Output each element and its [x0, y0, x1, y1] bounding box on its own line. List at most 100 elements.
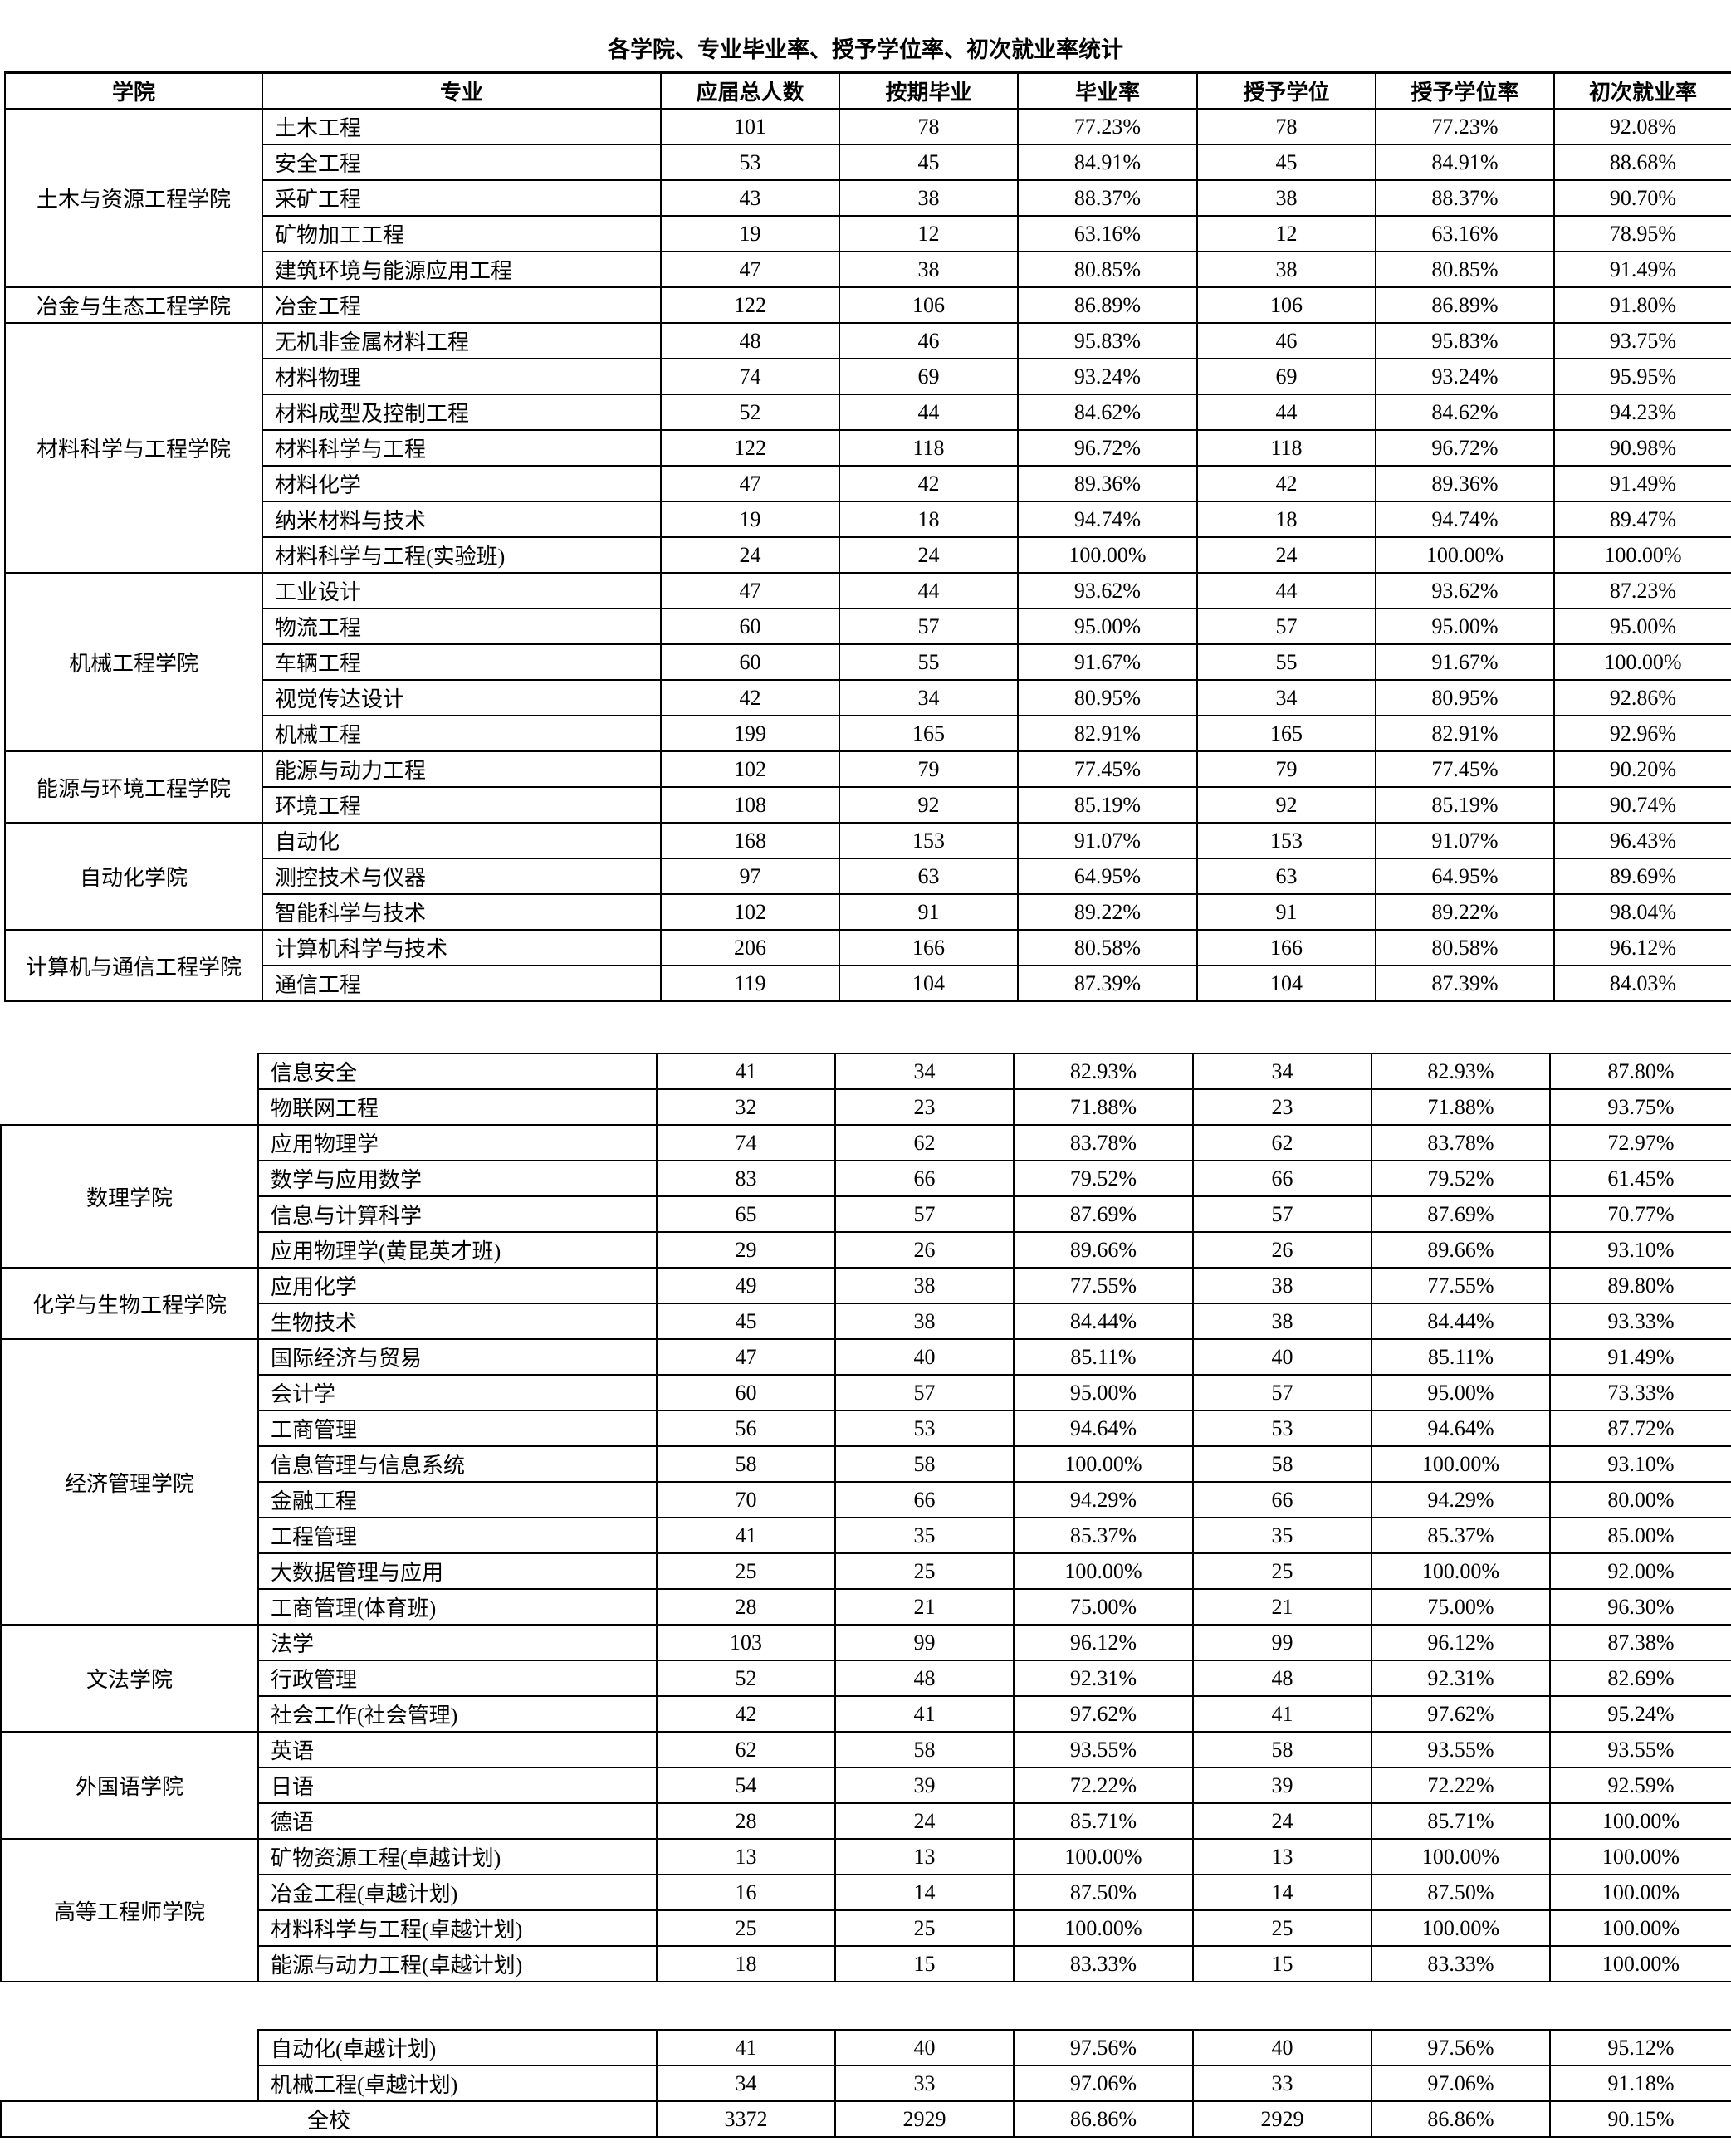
employment-rate-cell: 95.12%: [1549, 2029, 1731, 2066]
total-count-cell: 74: [660, 358, 840, 395]
grad-rate-cell: 100.00%: [1013, 1445, 1194, 1483]
major-cell: 工业设计: [262, 572, 662, 609]
degree-cell: 104: [1196, 965, 1376, 1002]
total-degree: 2929: [1192, 2100, 1372, 2138]
degree-rate-cell: 88.37%: [1375, 179, 1555, 217]
table-row: 车辆工程 60 55 91.67% 55 91.67% 100.00%: [5, 643, 1731, 681]
grad-rate-cell: 87.39%: [1017, 965, 1198, 1002]
college-cell: 土木与资源工程学院: [4, 108, 263, 288]
total-count-cell: 29: [656, 1231, 836, 1269]
grad-rate-cell: 95.00%: [1017, 608, 1198, 645]
degree-rate-cell: 100.00%: [1371, 1552, 1551, 1590]
degree-cell: 40: [1192, 1338, 1372, 1376]
total-count-cell: 108: [660, 786, 840, 824]
employment-rate-cell: 100.00%: [1549, 1874, 1731, 1911]
grad-rate-cell: 85.19%: [1017, 786, 1198, 824]
table-row: 材料物理 74 69 93.24% 69 93.24% 95.95%: [5, 358, 1731, 395]
major-cell: 大数据管理与应用: [257, 1552, 658, 1590]
employment-rate-cell: 88.68%: [1553, 144, 1731, 181]
degree-rate-cell: 95.00%: [1371, 1374, 1551, 1411]
degree-cell: 99: [1192, 1624, 1372, 1661]
degree-cell: 44: [1196, 572, 1376, 609]
total-count-cell: 41: [656, 1517, 836, 1554]
employment-rate-cell: 91.80%: [1553, 286, 1731, 324]
table-row: 材料科学与工程(卓越计划) 25 25 100.00% 25 100.00% 100.00%: [1, 1909, 1731, 1947]
degree-rate-cell: 95.00%: [1375, 608, 1555, 645]
grad-rate-cell: 85.37%: [1013, 1517, 1194, 1554]
total-count-cell: 32: [656, 1088, 836, 1126]
grad-rate-cell: 84.62%: [1017, 394, 1198, 431]
grad-rate-cell: 89.36%: [1017, 465, 1198, 502]
major-cell: 材料成型及控制工程: [262, 394, 662, 431]
graduated-cell: 166: [839, 929, 1019, 966]
degree-cell: 62: [1192, 1124, 1372, 1161]
major-cell: 自动化: [262, 822, 662, 859]
graduated-cell: 53: [834, 1410, 1015, 1447]
degree-rate-cell: 85.37%: [1371, 1517, 1551, 1554]
total-count-cell: 28: [656, 1588, 836, 1626]
employment-rate-cell: 100.00%: [1549, 1802, 1731, 1840]
grad-rate-cell: 89.22%: [1017, 893, 1198, 931]
table-row: 计算机与通信工程学院 计算机科学与技术 206 166 80.58% 166 80.58% 9…: [4, 929, 1731, 1002]
total-count-cell: 101: [660, 108, 840, 145]
degree-cell: 38: [1196, 251, 1376, 288]
degree-cell: 153: [1196, 822, 1376, 859]
graduated-cell: 13: [834, 1838, 1015, 1875]
table-row: 材料科学与工程 122 118 96.72% 118 96.72% 90.98%: [5, 429, 1731, 467]
degree-rate-cell: 85.71%: [1371, 1802, 1551, 1840]
header-major: 专业: [262, 71, 662, 110]
graduated-cell: 48: [834, 1660, 1015, 1697]
degree-rate-cell: 93.55%: [1371, 1731, 1551, 1768]
table-row: 能源与环境工程学院 能源与动力工程 102 79 77.45% 79 77.45% 90.20…: [4, 750, 1731, 824]
graduated-cell: 104: [839, 965, 1019, 1002]
employment-rate-cell: 78.95%: [1553, 215, 1731, 252]
degree-rate-cell: 82.91%: [1375, 715, 1555, 752]
employment-rate-cell: 92.59%: [1549, 1767, 1731, 1804]
degree-cell: 38: [1192, 1303, 1372, 1340]
degree-rate-cell: 86.89%: [1375, 286, 1555, 324]
degree-rate-cell: 89.22%: [1375, 893, 1555, 931]
major-cell: 材料物理: [262, 358, 662, 395]
grad-rate-cell: 72.22%: [1013, 1767, 1194, 1804]
table-row: 自动化(卓越计划) 41 40 97.56% 40 97.56% 95.12%: [1, 2029, 1731, 2101]
major-cell: 材料科学与工程: [262, 429, 662, 467]
total-count-cell: 119: [660, 965, 840, 1002]
degree-cell: 15: [1192, 1945, 1372, 1982]
employment-rate-cell: 90.70%: [1553, 179, 1731, 217]
table-row: 材料科学与工程学院 无机非金属材料工程 48 46 95.83% 46 95.83% 93.7…: [4, 322, 1731, 574]
college-cell: 经济管理学院: [0, 1338, 259, 1626]
employment-rate-cell: 61.45%: [1549, 1160, 1731, 1197]
page-title: 各学院、专业毕业率、授予学位率、初次就业率统计: [608, 37, 1123, 62]
major-cell: 无机非金属材料工程: [262, 322, 662, 359]
table-row: 文法学院 法学 103 99 96.12% 99 96.12% 87.38%: [0, 1624, 1731, 1733]
total-count-cell: 25: [656, 1909, 836, 1947]
table-row: 机械工程 199 165 82.91% 165 82.91% 92.96%: [5, 715, 1731, 752]
grad-rate-cell: 82.91%: [1017, 715, 1198, 752]
degree-rate-cell: 83.78%: [1371, 1124, 1551, 1161]
degree-cell: 166: [1196, 929, 1376, 966]
table-row: 自动化学院 自动化 168 153 91.07% 153 91.07% 96.43%: [4, 822, 1731, 931]
employment-rate-cell: 100.00%: [1553, 643, 1731, 681]
degree-rate-cell: 100.00%: [1371, 1909, 1551, 1947]
total-count-cell: 52: [660, 394, 840, 431]
table-row: 日语 54 39 72.22% 39 72.22% 92.59%: [1, 1767, 1731, 1804]
header-degree-rate: 授予学位率: [1375, 71, 1555, 110]
graduated-cell: 42: [839, 465, 1019, 502]
grad-rate-cell: 87.50%: [1013, 1874, 1194, 1911]
total-count-cell: 45: [656, 1303, 836, 1340]
graduated-cell: 62: [834, 1124, 1015, 1161]
total-count-cell: 60: [660, 608, 840, 645]
employment-rate-cell: 96.30%: [1549, 1588, 1731, 1626]
grad-rate-cell: 96.72%: [1017, 429, 1198, 467]
total-count-cell: 60: [660, 643, 840, 681]
degree-rate-cell: 97.56%: [1371, 2029, 1551, 2066]
major-cell: 工商管理(体育班): [257, 1588, 658, 1626]
college-cell: 机械工程学院: [4, 572, 263, 752]
major-cell: 安全工程: [262, 144, 662, 181]
table-row: 纳米材料与技术 19 18 94.74% 18 94.74% 89.47%: [5, 501, 1731, 538]
graduated-cell: 45: [839, 144, 1019, 181]
graduated-cell: 57: [839, 608, 1019, 645]
table-row: 测控技术与仪器 97 63 64.95% 63 64.95% 89.69%: [5, 858, 1731, 895]
total-count-cell: 70: [656, 1481, 836, 1518]
table-row: 智能科学与技术 102 91 89.22% 91 89.22% 98.04%: [5, 893, 1731, 931]
